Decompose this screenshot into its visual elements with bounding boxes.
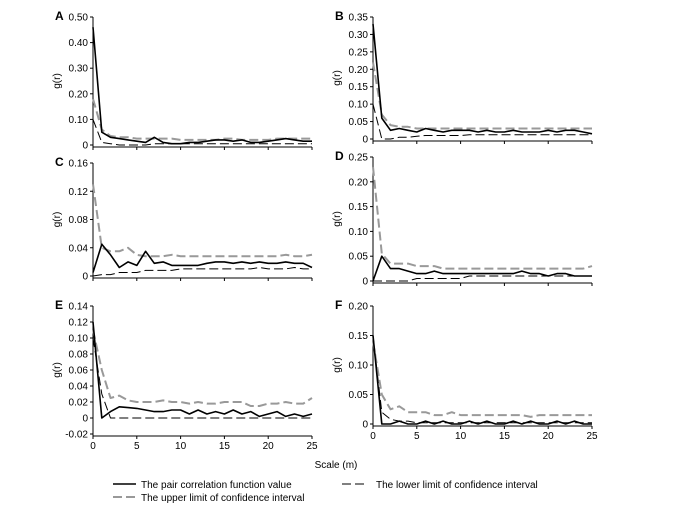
x-tick-label: 10 [175, 441, 187, 452]
panel-letter: D [335, 149, 344, 163]
legend: The pair correlation function value The … [113, 480, 538, 504]
series-line-pcf [92, 243, 313, 273]
y-tick-label: 0.30 [349, 30, 369, 41]
series-line-upper-limit [92, 184, 313, 258]
series-line-upper-limit [92, 329, 313, 407]
y-tick-label: 0 [362, 277, 368, 288]
y-tick-label: 0.40 [69, 38, 89, 49]
y-tick-label: 0.20 [69, 89, 89, 100]
panel-c: Cg(r) 0 0.04 0.08 0.12 0.16 [52, 155, 313, 283]
y-tick-label: 0 [82, 414, 88, 425]
y-tick-label: 0.04 [69, 382, 89, 393]
x-tick-label: 0 [370, 431, 376, 442]
panel-b: Bg(r) 0 0.05 0.10 0.15 0.20 0.25 0.30 0.35 [332, 9, 593, 146]
x-tick-label: 25 [586, 431, 598, 442]
panel-d: Dg(r) 0 0.05 0.10 0.15 0.20 0.25 [332, 149, 593, 288]
y-tick-label: 0.15 [349, 202, 369, 213]
y-tick-label: 0.05 [349, 390, 369, 401]
panel-letter: C [55, 155, 64, 169]
y-tick-label: 0.30 [69, 64, 89, 75]
y-tick-label: 0.08 [69, 215, 89, 226]
x-tick-label: 25 [306, 441, 318, 452]
y-tick-label: 0.10 [69, 334, 89, 345]
y-tick-label: 0.10 [69, 115, 89, 126]
series-line-pcf [372, 255, 592, 282]
y-tick-label: 0.15 [349, 82, 369, 93]
y-tick-label: 0.16 [69, 159, 89, 170]
y-tick-label: 0.12 [69, 318, 89, 329]
x-tick-label: 5 [414, 431, 420, 442]
y-tick-label: 0.05 [349, 252, 369, 263]
y-tick-label: 0.12 [69, 187, 89, 198]
series-line-upper-limit [372, 341, 592, 418]
y-tick-label: 0.20 [349, 65, 369, 76]
x-tick-label: 15 [219, 441, 231, 452]
x-tick-label: 5 [134, 441, 140, 452]
y-axis-label: g(r) [332, 70, 343, 86]
x-tick-label: 15 [499, 431, 511, 442]
y-tick-label: 0 [362, 135, 368, 146]
y-tick-label: 0.02 [69, 398, 89, 409]
series-line-pcf [372, 335, 592, 425]
y-axis-label: g(r) [332, 211, 343, 227]
y-tick-label: 0 [82, 141, 88, 152]
series-line-pcf [92, 27, 312, 145]
series-line-pcf [372, 23, 593, 135]
y-tick-label: 0.05 [349, 117, 369, 128]
series-line-upper-limit [372, 62, 592, 130]
y-tick-label: 0.06 [69, 366, 89, 377]
x-tick-label: 0 [90, 441, 96, 452]
y-axis-label: g(r) [52, 362, 63, 378]
y-tick-label: 0.35 [349, 13, 369, 24]
panel-letter: F [335, 298, 342, 312]
panel-e: Eg(r)-0.0200.020.040.060.080.100.120.140… [52, 298, 318, 452]
panel-letter: B [335, 9, 344, 23]
y-tick-label: 0.20 [349, 302, 369, 313]
series-line-lower-limit [373, 275, 592, 282]
series-line-lower-limit [372, 335, 592, 424]
x-tick-label: 20 [543, 431, 555, 442]
y-tick-label: 0.25 [349, 153, 369, 164]
y-tick-label: 0 [82, 272, 88, 283]
y-tick-label: 0.10 [349, 227, 369, 238]
series-line-upper-limit [92, 98, 312, 141]
series-line-lower-limit [92, 267, 312, 277]
panel-f: Fg(r) 0 0.05 0.10 0.15 0.20 0 5 10 15 20 25 [332, 298, 598, 442]
y-tick-label: 0.04 [69, 243, 89, 254]
y-tick-label: 0.10 [349, 100, 369, 111]
legend-label-lower: The lower limit of confidence interval [376, 480, 538, 491]
series-line-lower-limit [92, 337, 312, 419]
panel-letter: A [55, 9, 64, 23]
series-line-upper-limit [372, 166, 593, 270]
series-line-pcf [92, 321, 313, 419]
y-tick-label: 0.50 [69, 13, 89, 24]
legend-label-upper: The upper limit of confidence interval [141, 493, 304, 504]
y-tick-label: 0.10 [349, 361, 369, 372]
legend-label-pcf: The pair correlation function value [141, 480, 292, 491]
panel-a: Ag(r) 0 0.10 0.20 0.30 0.40 0.50 [52, 9, 313, 152]
y-tick-label: 0.25 [349, 47, 369, 58]
series-line-lower-limit [372, 103, 592, 140]
y-tick-label: 0.20 [349, 177, 369, 188]
series-line-lower-limit [92, 119, 312, 146]
y-tick-label: 0 [362, 420, 368, 431]
y-axis-label: g(r) [52, 73, 63, 89]
y-tick-label: 0.14 [69, 302, 89, 313]
y-tick-label: 0.08 [69, 350, 89, 361]
x-axis-label: Scale (m) [315, 460, 358, 471]
y-axis-label: g(r) [52, 212, 63, 228]
y-axis-label: g(r) [332, 357, 343, 373]
x-tick-label: 10 [455, 431, 467, 442]
x-tick-label: 20 [263, 441, 275, 452]
y-tick-label: 0.15 [349, 331, 369, 342]
panel-letter: E [55, 298, 63, 312]
y-tick-label: -0.02 [65, 430, 88, 441]
